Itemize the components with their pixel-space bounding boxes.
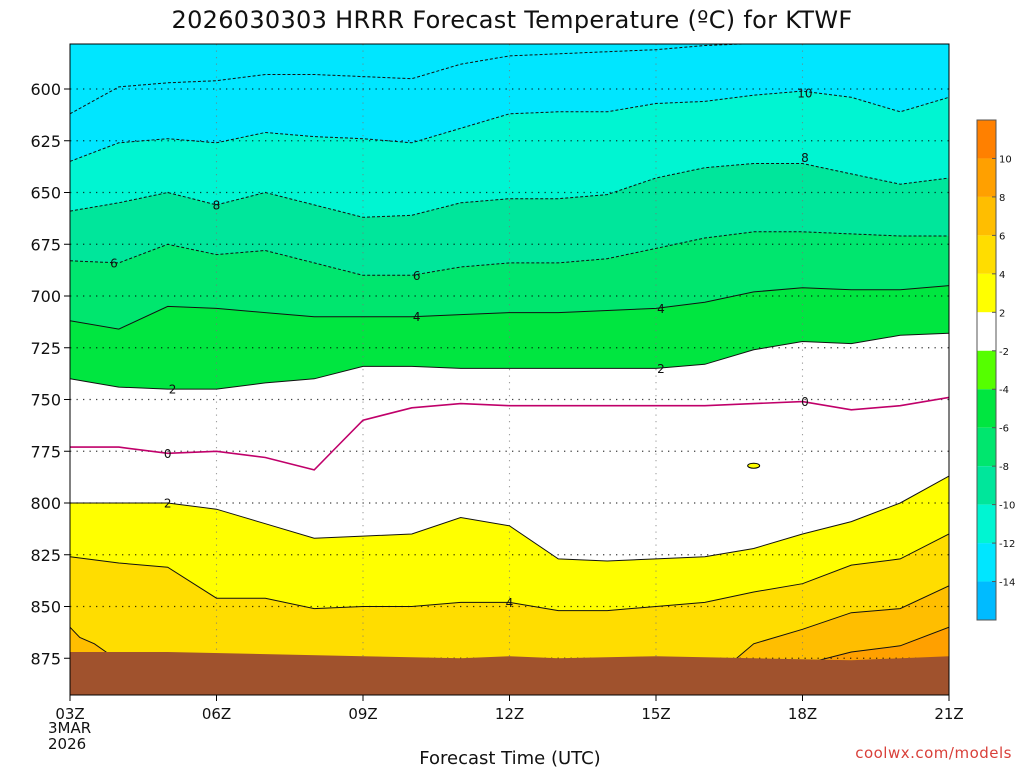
colorbar-swatch-10 [977,504,996,544]
contour-label-3: 6 [110,256,118,270]
zero-isotherm-line [70,396,949,471]
colorbar-tick-label-1: 8 [999,193,1005,204]
colorbar-tick-label-4: 2 [999,308,1005,319]
contour-line-6 [70,475,949,562]
temperature-bands [70,44,949,695]
colorbar-swatch-1 [977,158,996,197]
y-tick-label-675: 675 [30,235,61,254]
colorbar-tick-label-11: -14 [999,578,1015,589]
contour-label-10: 0 [801,395,809,409]
colorbar-swatch-8 [977,427,996,467]
y-tick-label-825: 825 [30,546,61,565]
x-tick-label-4: 15Z [641,705,670,723]
y-tick-label-650: 650 [30,184,61,203]
contour-label-1: 8 [801,151,809,165]
x-date-line-2: 2026 [48,735,86,753]
colorbar-swatch-2 [977,196,996,236]
terrain [70,652,949,695]
y-axis: 600 625 650 675 700 725 750 775 800 825 850 875 [30,80,70,668]
contour-line-8 [70,626,110,655]
colorbar-tick-label-0: 10 [999,154,1012,165]
y-tick-label-800: 800 [30,494,61,513]
colorbar-swatch-5 [977,312,996,351]
y-tick-label-875: 875 [30,649,61,668]
x-date-line-1: 3MAR [48,719,91,737]
y-tick-label-850: 850 [30,598,61,617]
colorbar-swatch-11 [977,543,996,582]
contour-line-9 [728,585,949,665]
colorbar-swatch-6 [977,350,996,390]
contour-line-4 [70,285,949,330]
colorbar-tick-label-9: -10 [999,501,1015,512]
y-tick-label-600: 600 [30,80,61,99]
contour-line-2 [70,163,949,218]
contour-line-5 [70,332,949,390]
colorbar-swatch-0 [977,120,996,159]
source-credit: coolwx.com/models [855,744,1012,762]
y-tick-label-725: 725 [30,339,61,358]
contour-label-0: 10 [797,87,812,101]
contour-label-11: 2 [164,497,172,511]
colorbar-swatch-12 [977,581,996,620]
y-tick-label-625: 625 [30,132,61,151]
contour-line-3 [70,231,949,276]
contour-label-2: 8 [213,198,221,212]
x-tick-label-2: 09Z [348,705,377,723]
contour-label-5: 4 [413,310,421,324]
x-axis: 03Z 06Z 09Z 12Z 15Z 18Z 21Z [55,695,964,723]
contour-label-7: 2 [657,362,665,376]
colorbar-tick-label-8: -8 [999,462,1009,473]
y-tick-label-700: 700 [30,287,61,306]
contour-label-9: 0 [164,447,172,461]
contour-label-12: 4 [506,596,514,610]
y-tick-label-775: 775 [30,442,61,461]
grid-lines [70,44,949,695]
terrain-fill [70,652,949,695]
contour-line-10 [802,626,949,665]
contour-label-8: 2 [169,383,177,397]
colorbar-tick-label-6: -4 [999,385,1009,396]
contour-lines [70,44,949,665]
colorbar-swatch-3 [977,235,996,274]
contour-label-6: 4 [657,302,665,316]
colorbar-legend: 10 8 6 4 2 -2 -4 -6 -8 -10 -12 -14 [976,119,1015,621]
colorbar-swatch-9 [977,466,996,505]
colorbar-tick-label-2: 6 [999,231,1005,242]
x-tick-label-3: 12Z [495,705,524,723]
contour-line-1 [70,90,949,162]
x-tick-label-6: 21Z [934,705,963,723]
y-tick-label-750: 750 [30,391,61,410]
colorbar-tick-label-7: -6 [999,424,1009,435]
contour-label-4: 6 [413,269,421,283]
x-tick-label-1: 06Z [202,705,231,723]
plot-area: 10 8 8 6 6 4 4 2 2 0 0 2 4 [69,43,950,696]
colorbar-tick-label-3: 4 [999,270,1005,281]
colorbar-tick-label-5: -2 [999,347,1009,358]
x-tick-label-5: 18Z [788,705,817,723]
colorbar-swatch-4 [977,273,996,313]
small-warm-pocket [747,462,761,469]
contour-labels: 10 8 8 6 6 4 4 2 2 0 0 2 4 [110,87,812,610]
chart-title: 2026030303 HRRR Forecast Temperature (ºC… [172,6,853,34]
colorbar-tick-label-10: -12 [999,539,1015,550]
contour-line-7 [70,533,949,612]
colorbar-frame [976,119,997,621]
colorbar-swatch-7 [977,389,996,428]
x-tick-label-0: 03Z [55,705,84,723]
x-axis-label: Forecast Time (UTC) [419,748,600,768]
